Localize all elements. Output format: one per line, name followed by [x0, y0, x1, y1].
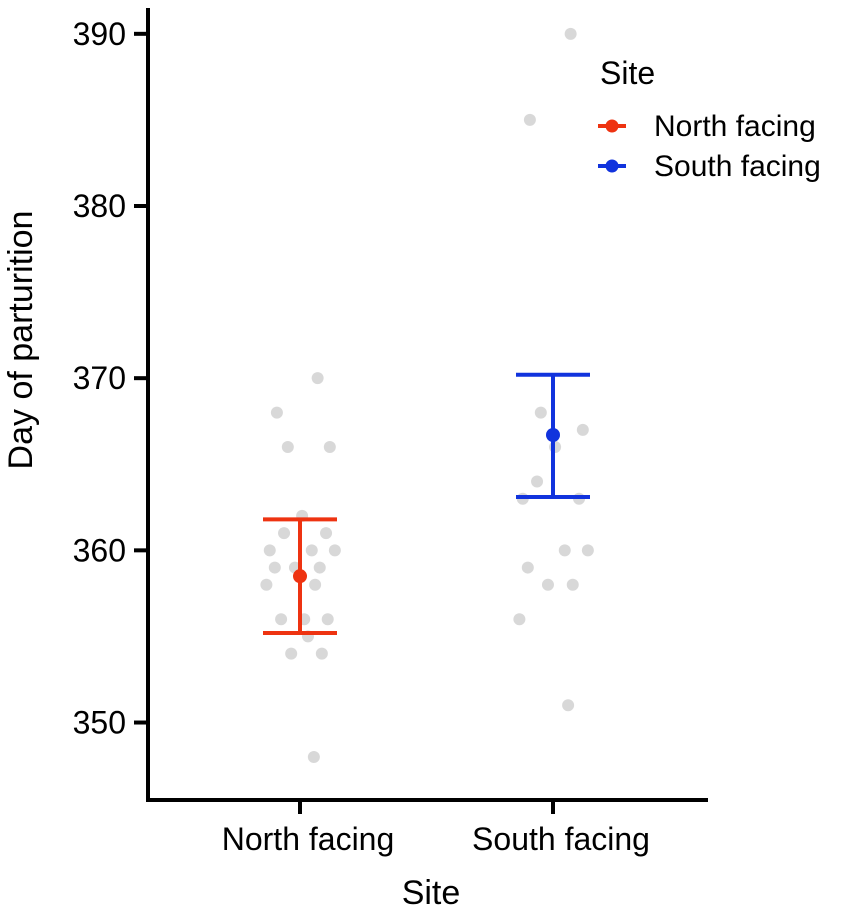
data-point	[323, 441, 336, 454]
data-point	[268, 561, 281, 574]
data-point	[320, 527, 333, 540]
data-point	[513, 613, 526, 626]
y-ticks: 350 360 370 380 390	[73, 16, 148, 741]
axes	[146, 8, 708, 802]
y-tick-label: 390	[73, 16, 126, 52]
data-point	[321, 613, 334, 626]
data-point	[275, 613, 288, 626]
data-point	[311, 372, 324, 385]
data-point	[305, 544, 318, 557]
data-point	[534, 406, 547, 419]
error-bars	[263, 372, 590, 635]
data-point	[541, 578, 554, 591]
legend-key-point	[605, 119, 619, 133]
y-tick-label: 360	[73, 532, 126, 568]
mean-point	[293, 569, 307, 584]
data-point	[315, 647, 328, 660]
y-tick-label: 350	[73, 705, 126, 741]
data-point	[549, 441, 562, 454]
raw-points	[260, 27, 594, 763]
data-point	[281, 441, 294, 454]
y-axis-title: Day of parturition	[2, 211, 40, 470]
x-axis-title: Site	[402, 874, 461, 912]
data-point	[260, 578, 273, 591]
data-point	[270, 406, 283, 419]
data-point	[562, 699, 575, 712]
data-point	[558, 544, 571, 557]
mean-point	[546, 427, 560, 442]
data-point	[278, 527, 291, 540]
legend-key-point	[605, 159, 619, 173]
legend-title: Site	[600, 55, 655, 91]
data-point	[309, 578, 322, 591]
data-point	[263, 544, 276, 557]
x-tick-label: North facing	[222, 821, 395, 857]
data-point	[566, 578, 579, 591]
data-point	[581, 544, 594, 557]
data-point	[521, 561, 534, 574]
data-point	[576, 423, 589, 436]
y-tick-label: 380	[73, 188, 126, 224]
x-tick-label: South facing	[472, 821, 650, 857]
data-point	[531, 475, 544, 488]
data-point	[285, 647, 298, 660]
data-point	[523, 113, 536, 126]
data-point	[307, 750, 320, 763]
data-point	[328, 544, 341, 557]
legend-label: North facing	[654, 110, 816, 143]
legend-label: South facing	[654, 150, 821, 183]
data-point	[564, 27, 577, 40]
legend: Site North facing South facing	[598, 55, 821, 183]
data-point	[313, 561, 326, 574]
y-tick-label: 370	[73, 360, 126, 396]
x-ticks: North facing South facing	[222, 800, 650, 857]
